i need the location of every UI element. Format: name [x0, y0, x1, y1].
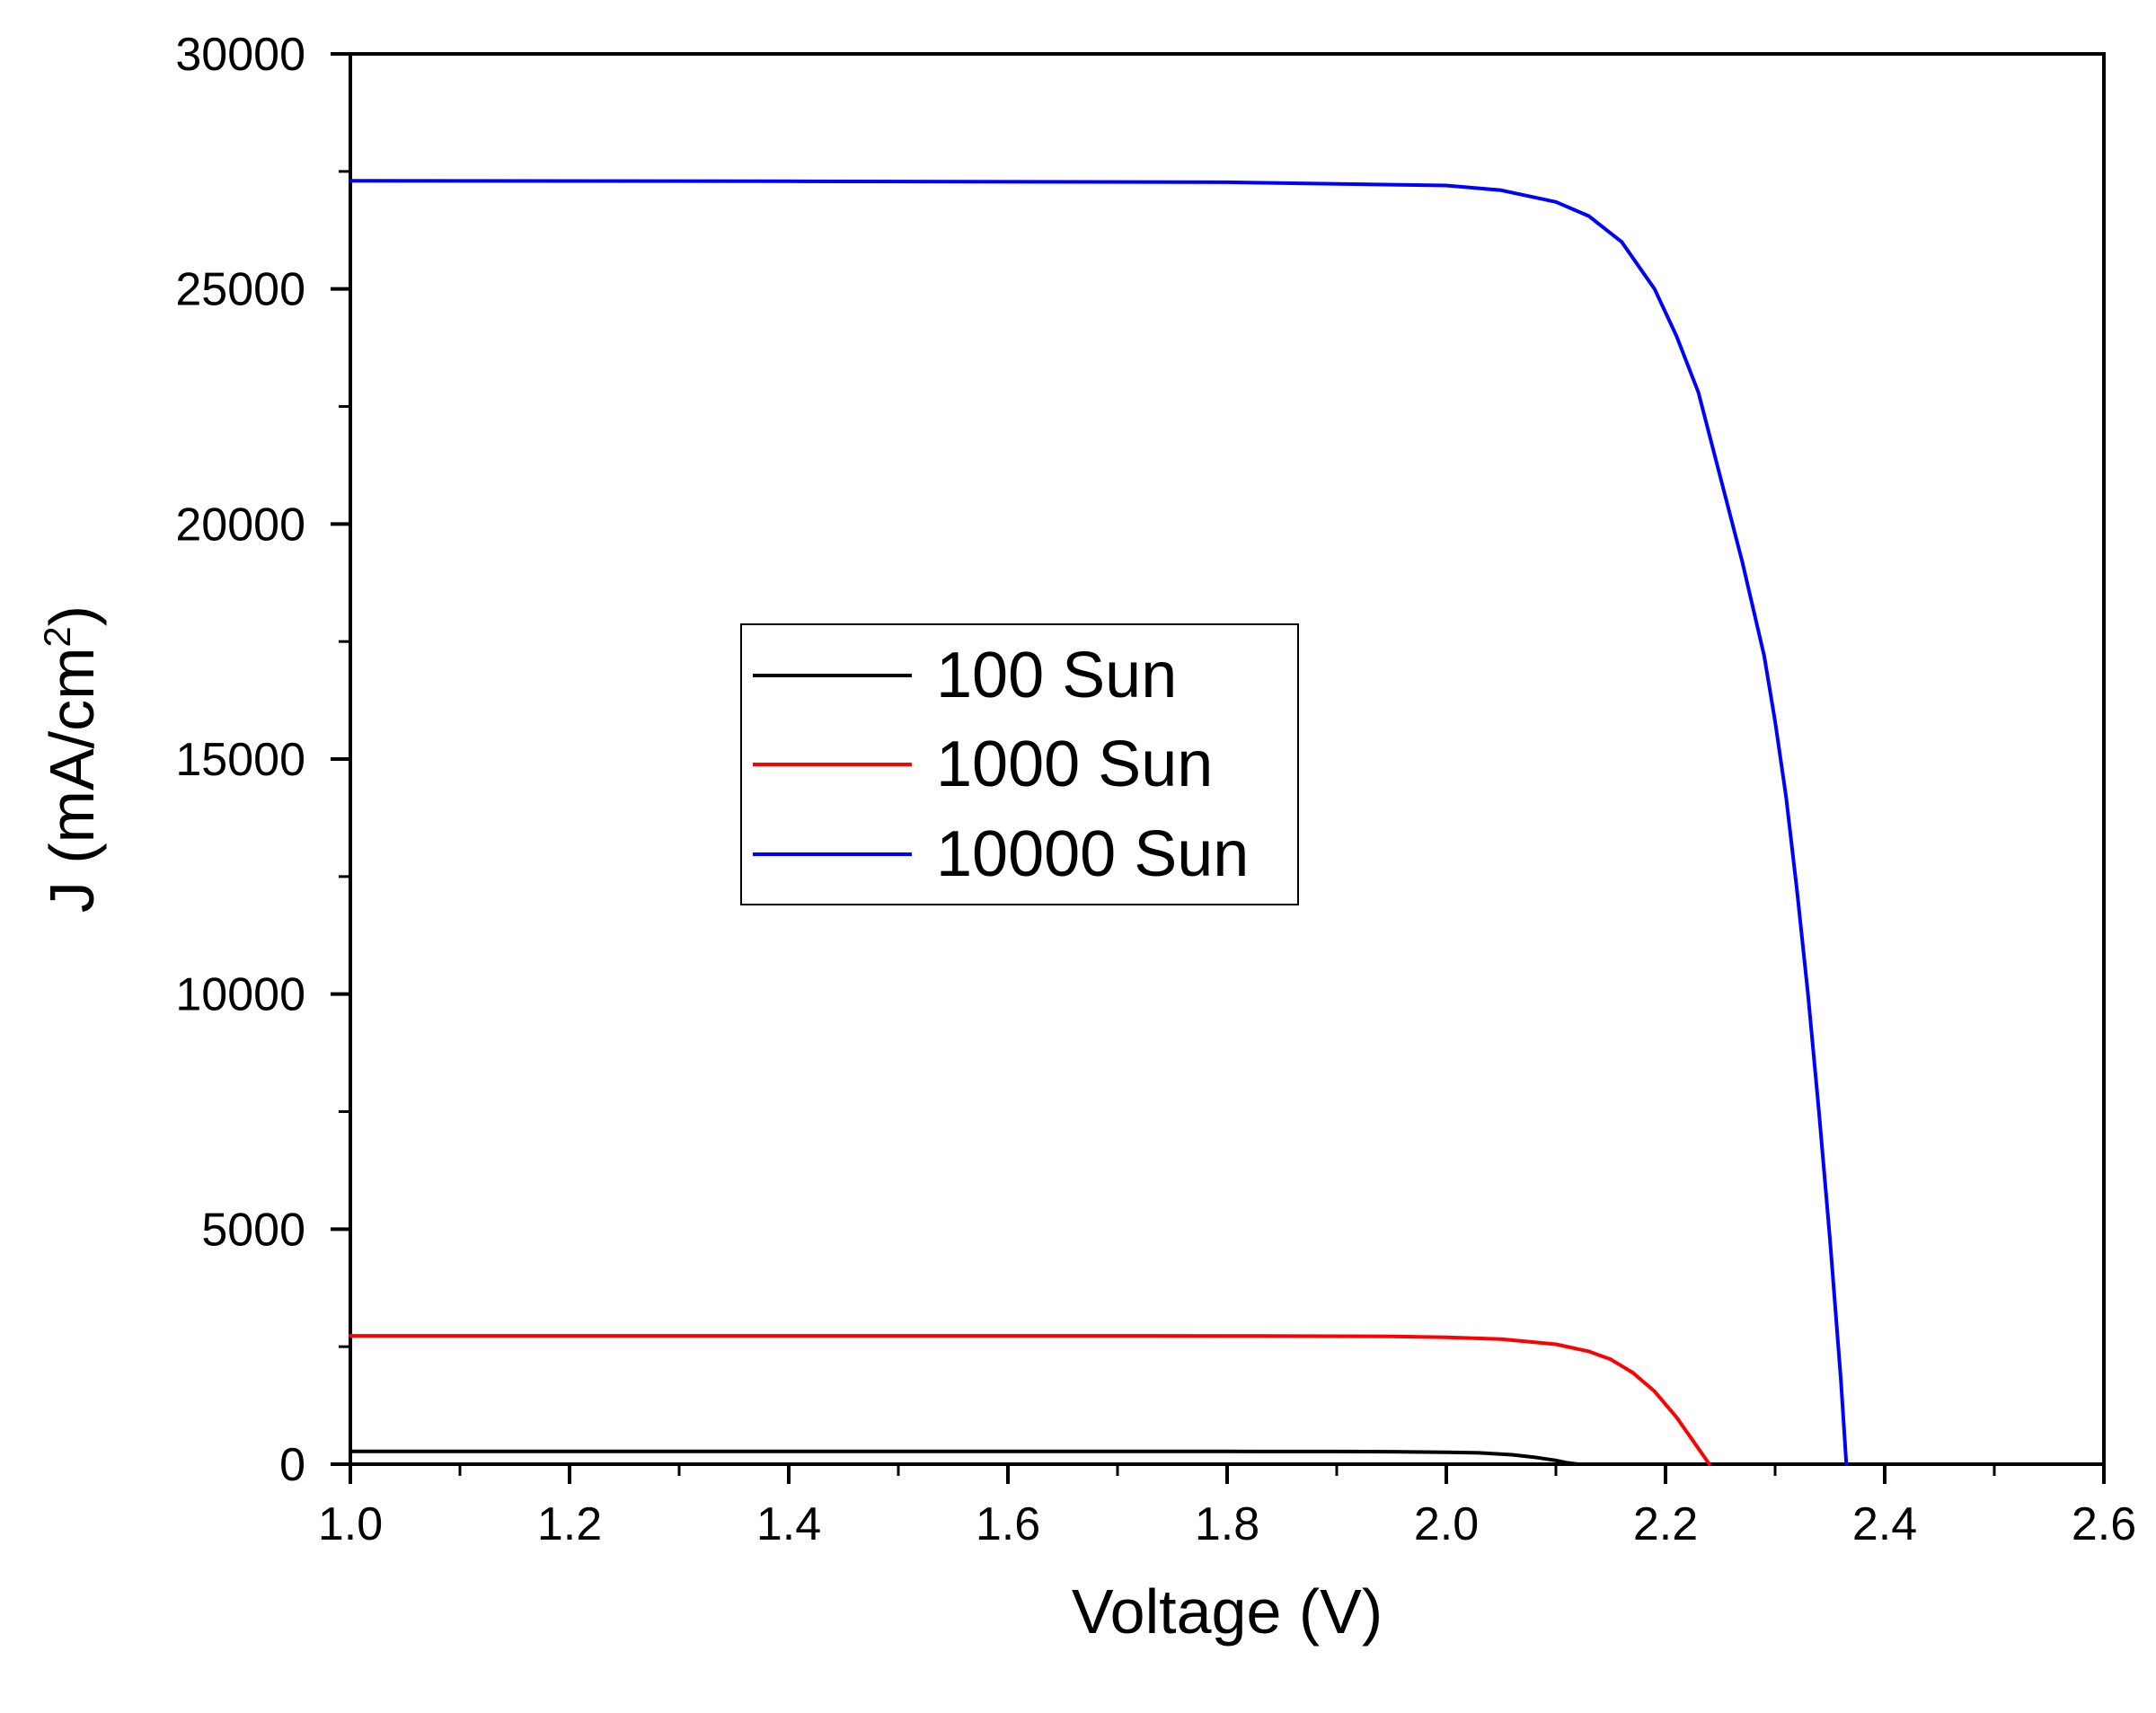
y-tick-label: 30000: [175, 29, 305, 81]
x-axis-title: Voltage (V): [1072, 1576, 1383, 1647]
y-tick-labels: 0 5000 10000 15000 20000 25000 30000: [175, 29, 305, 1491]
x-tick-label: 2.6: [2072, 1498, 2136, 1550]
y-tick-label: 5000: [201, 1204, 305, 1256]
legend: 100 Sun 1000 Sun 10000 Sun: [740, 623, 1299, 905]
y-axis-title: J (mA/cm2): [36, 605, 107, 913]
x-tick-label: 1.6: [976, 1498, 1040, 1550]
y-tick-label: 10000: [175, 969, 305, 1021]
y-axis-title-main: J (mA/cm: [37, 648, 107, 914]
y-tick-label: 0: [279, 1439, 305, 1491]
x-tick-label: 1.4: [756, 1498, 821, 1550]
axis-ticks: [331, 52, 2106, 1484]
series-line-100-sun: [349, 1449, 1580, 1466]
x-tick-label: 2.0: [1414, 1498, 1479, 1550]
series-lines: [349, 179, 1849, 1466]
x-tick-label: 2.4: [1852, 1498, 1917, 1550]
legend-label-10000-sun: 10000 Sun: [936, 818, 1249, 890]
y-tick-label: 25000: [175, 264, 305, 316]
x-tick-label: 1.2: [537, 1498, 602, 1550]
x-tick-labels: 1.0 1.2 1.4 1.6 1.8 2.0 2.2 2.4 2.6: [318, 1498, 2136, 1550]
y-tick-label: 20000: [175, 499, 305, 551]
legend-label-100-sun: 100 Sun: [936, 640, 1177, 711]
legend-label-1000-sun: 1000 Sun: [936, 728, 1213, 800]
y-tick-label: 15000: [175, 734, 305, 786]
x-tick-label: 2.2: [1633, 1498, 1698, 1550]
series-line-1000-sun: [349, 1334, 1711, 1466]
y-axis-title-sup: 2: [36, 626, 78, 647]
x-tick-label: 1.8: [1195, 1498, 1259, 1550]
series-line-10000-sun: [349, 179, 1849, 1466]
y-axis-title-end: ): [37, 605, 107, 626]
x-tick-label: 1.0: [318, 1498, 383, 1550]
